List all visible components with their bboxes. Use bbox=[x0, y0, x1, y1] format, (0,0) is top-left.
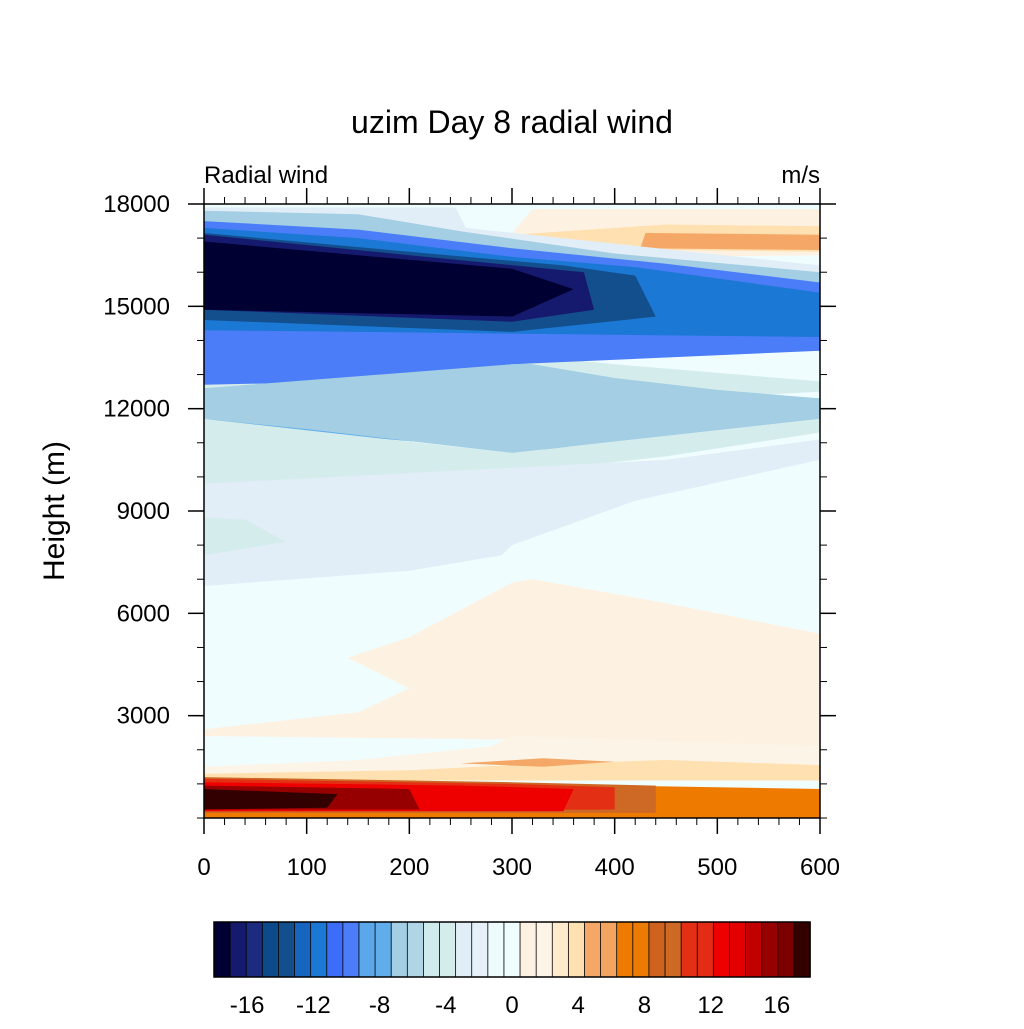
colorbar-swatch bbox=[439, 921, 457, 978]
colorbar-swatch bbox=[567, 921, 586, 978]
y-axis-label: Height (m) bbox=[38, 441, 71, 581]
colorbar-swatch bbox=[584, 921, 602, 978]
contour-region-mid-inflow-outer bbox=[204, 364, 820, 453]
chart-title: uzim Day 8 radial wind bbox=[351, 104, 673, 140]
contour-region-low-outflow-layer bbox=[204, 760, 820, 781]
colorbar-swatch bbox=[632, 921, 650, 978]
colorbar-swatch bbox=[213, 921, 231, 978]
colorbar-tick-label: 12 bbox=[697, 992, 724, 1019]
colorbar-swatch bbox=[664, 921, 682, 978]
x-tick-label: 300 bbox=[492, 854, 532, 881]
colorbar-tick-label: 8 bbox=[638, 992, 651, 1019]
plot-area bbox=[204, 204, 820, 818]
colorbar-swatch bbox=[342, 921, 360, 978]
y-tick-label: 3000 bbox=[117, 703, 170, 730]
y-tick-label: 12000 bbox=[103, 396, 170, 423]
colorbar-tick-label: 4 bbox=[572, 992, 585, 1019]
y-tick-label: 18000 bbox=[103, 191, 170, 218]
contour-region-upper-inflow-core bbox=[204, 241, 574, 317]
colorbar-swatch bbox=[745, 921, 763, 978]
colorbar-swatch bbox=[423, 921, 441, 978]
colorbar-swatch bbox=[680, 921, 698, 978]
x-tick-label: 500 bbox=[697, 854, 737, 881]
colorbar-swatch bbox=[712, 921, 731, 978]
colorbar-swatch bbox=[390, 921, 409, 978]
colorbar-swatch bbox=[551, 921, 570, 978]
y-tick-label: 9000 bbox=[117, 498, 170, 525]
colorbar-swatch bbox=[245, 921, 264, 978]
colorbar-swatch bbox=[535, 921, 553, 978]
x-tick-label: 600 bbox=[800, 854, 840, 881]
colorbar-swatch bbox=[487, 921, 505, 978]
colorbar-swatch bbox=[294, 921, 312, 978]
colorbar-swatch bbox=[455, 921, 473, 978]
colorbar-swatch bbox=[793, 921, 811, 978]
colorbar-swatch bbox=[777, 921, 795, 978]
colorbar-swatch bbox=[406, 921, 425, 978]
colorbar-swatch bbox=[503, 921, 521, 978]
contour-region-mid-inflow-edge bbox=[204, 418, 820, 484]
x-tick-label: 0 bbox=[197, 854, 210, 881]
x-tick-label: 100 bbox=[287, 854, 327, 881]
y-tick-label: 6000 bbox=[117, 600, 170, 627]
contour-region-boundary-layer-core bbox=[204, 789, 338, 810]
colorbar-swatch bbox=[326, 921, 344, 978]
colorbar-tick-label: -8 bbox=[369, 992, 390, 1019]
colorbar-tick-label: -16 bbox=[230, 992, 265, 1019]
colorbar-swatch bbox=[761, 921, 779, 978]
colorbar: -16 -12 -8 -4 0 4 8 12 16 bbox=[213, 921, 811, 1019]
right-string: m/s bbox=[781, 162, 820, 189]
contour-region-mid-inflow-weak bbox=[204, 439, 820, 586]
colorbar-frame bbox=[213, 921, 811, 978]
contour-region-low-outflow-lens bbox=[460, 758, 615, 767]
colorbar-tick-label: 0 bbox=[505, 992, 518, 1019]
colorbar-swatch bbox=[261, 921, 280, 978]
colorbar-swatch bbox=[471, 921, 489, 978]
colorbar-swatch bbox=[358, 921, 376, 978]
contour-region-mid-inflow-band bbox=[204, 337, 820, 385]
colorbar-swatch bbox=[600, 921, 618, 978]
colorbar-swatch bbox=[229, 921, 247, 978]
contour-region-low-weak-outflow bbox=[204, 579, 820, 747]
axes: 0 100 200 300 400 500 600 3000 6000 9000 12000 1500… bbox=[103, 188, 840, 881]
colorbar-swatch bbox=[696, 921, 715, 978]
colorbar-tick-label: -12 bbox=[296, 992, 331, 1019]
contour-region-upper-outflow-max bbox=[640, 233, 820, 250]
colorbar-swatch bbox=[616, 921, 634, 978]
y-tick-label: 15000 bbox=[103, 293, 170, 320]
colorbar-swatch bbox=[729, 921, 747, 978]
colorbar-tick-label: -4 bbox=[435, 992, 456, 1019]
contour-region-mid-inflow-pocket bbox=[204, 517, 287, 556]
colorbar-swatch bbox=[519, 921, 537, 978]
colorbar-swatch bbox=[374, 921, 392, 978]
left-string: Radial wind bbox=[204, 162, 328, 189]
x-tick-label: 200 bbox=[389, 854, 429, 881]
x-tick-label: 400 bbox=[595, 854, 635, 881]
colorbar-swatch bbox=[310, 921, 328, 978]
colorbar-swatch bbox=[278, 921, 296, 978]
colorbar-tick-label: 16 bbox=[764, 992, 791, 1019]
colorbar-swatch bbox=[648, 921, 666, 978]
